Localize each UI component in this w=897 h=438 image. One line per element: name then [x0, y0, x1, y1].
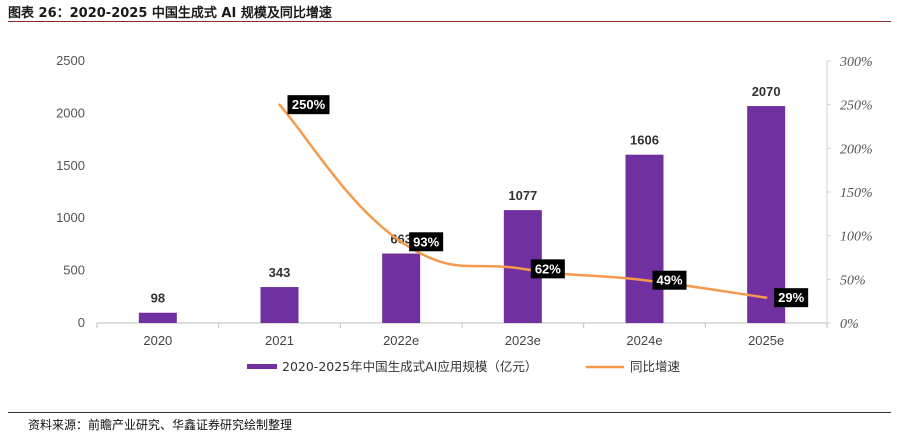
growth-label: 49% [656, 273, 682, 288]
bar-value-label: 663 [390, 232, 412, 247]
legend-bar-swatch [247, 364, 277, 369]
y-right-tick-label: 150% [840, 186, 873, 201]
source-note: 资料来源：前瞻产业研究、华鑫证券研究绘制整理 [28, 418, 293, 432]
bar [138, 312, 177, 323]
x-tick-label: 2023e [505, 333, 541, 348]
growth-label-box [287, 95, 330, 115]
bar-value-label: 2070 [752, 84, 781, 99]
y-right-tick-label: 300% [839, 55, 873, 70]
title-divider [8, 21, 891, 22]
x-tick-label: 2020 [143, 333, 172, 348]
y-left-tick-label: 2000 [56, 105, 85, 120]
y-right-tick-label: 100% [840, 230, 873, 245]
chart-title: 图表 26：2020-2025 中国生成式 AI 规模及同比增速 [8, 6, 332, 21]
y-left-tick-label: 1500 [56, 158, 85, 173]
y-right-tick-label: 250% [840, 99, 873, 114]
growth-label-box [530, 259, 565, 279]
bar-value-label: 343 [269, 265, 291, 280]
legend-bar-label: 2020-2025年中国生成式AI应用规模（亿元） [282, 359, 537, 374]
x-tick-label: 2022e [383, 333, 419, 348]
y-left-tick-label: 2500 [56, 53, 85, 68]
bar-value-label: 1606 [630, 133, 659, 148]
bar [382, 253, 421, 323]
y-left-tick-label: 1000 [56, 210, 85, 225]
x-tick-label: 2024e [626, 333, 662, 348]
growth-label: 29% [778, 290, 804, 305]
bar-value-label: 98 [151, 291, 165, 306]
bar [747, 106, 786, 324]
chart-legend: 2020-2025年中国生成式AI应用规模（亿元） 同比增速 [247, 359, 681, 374]
bar [260, 287, 299, 323]
growth-label: 250% [292, 97, 326, 112]
chart-axes: 0 500 1000 1500 2000 2500 0% 50% 100% 150% 200% 250… [56, 53, 873, 348]
x-tick-label: 2021 [265, 333, 294, 348]
x-tick-label: 2025e [748, 333, 784, 348]
y-left-tick-label: 0 [78, 315, 85, 330]
growth-label: 62% [535, 261, 561, 276]
growth-label-box [652, 270, 687, 290]
y-right-tick-label: 50% [840, 273, 866, 288]
bar [625, 154, 664, 323]
y-right-tick-label: 200% [840, 142, 873, 157]
growth-label: 93% [413, 234, 439, 249]
growth-label-box [774, 288, 809, 308]
growth-label-box [409, 232, 444, 252]
bar-value-label: 1077 [508, 188, 537, 203]
y-right-tick-label: 0% [840, 317, 859, 332]
growth-line-series: 250% 93% 62% 49% 29% [278, 95, 809, 308]
y-left-tick-label: 500 [63, 263, 85, 278]
legend-line-label: 同比增速 [630, 359, 681, 374]
source-divider [8, 412, 891, 413]
